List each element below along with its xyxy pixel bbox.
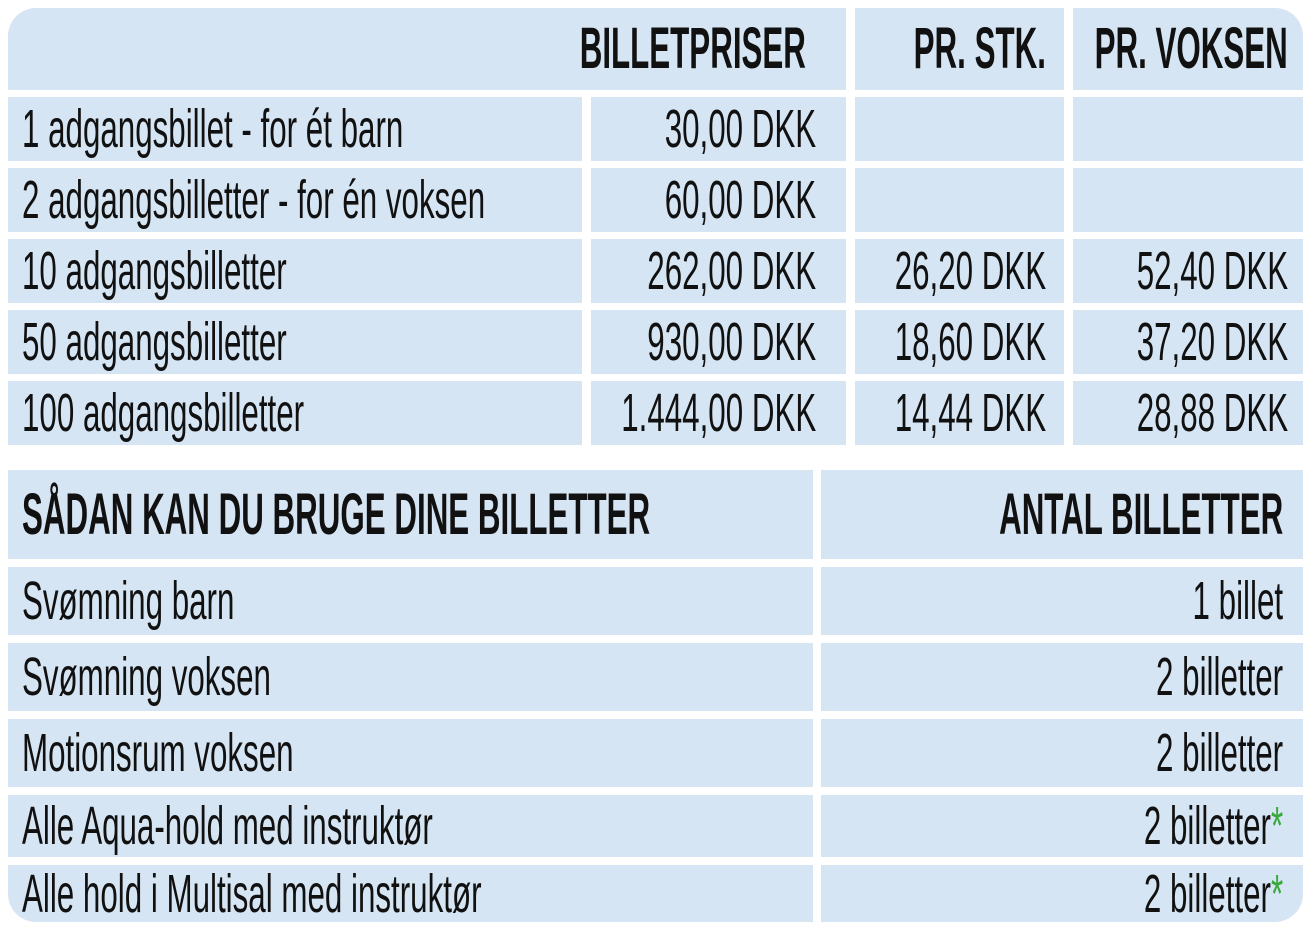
price-value: 1.444,00 DKK <box>620 383 816 443</box>
per-stk-cell <box>855 97 1064 161</box>
usage-row-label-cell: Svømning barn <box>8 567 813 635</box>
footnote-asterisk: * <box>1270 865 1283 922</box>
per-voksen-value: 37,20 DKK <box>1136 312 1288 372</box>
ticket-count-value: 2 billetter* <box>1143 796 1283 856</box>
per-voksen-value: 28,88 DKK <box>1136 383 1288 443</box>
price-value: 930,00 DKK <box>647 312 816 372</box>
footnote-asterisk: * <box>1270 796 1283 856</box>
table-row-label-cell: 2 adgangsbilletter - for én voksen <box>8 168 582 232</box>
per-voksen-cell <box>1073 97 1303 161</box>
usage-row-label: Svømning voksen <box>22 647 271 707</box>
per-stk-cell: 26,20 DKK <box>855 239 1064 303</box>
usage-header-title: SÅDAN KAN DU BRUGE DINE BILLETTER <box>22 481 651 547</box>
usage-row-label-cell: Alle Aqua-hold med instruktør <box>8 795 813 857</box>
ticket-count-value: 2 billetter <box>1155 723 1283 783</box>
pricing-header-per-voksen: PR. VOKSEN <box>1094 16 1288 81</box>
usage-header-count-cell: ANTAL BILLETTER <box>821 470 1303 559</box>
usage-row-label-cell: Motionsrum voksen <box>8 719 813 787</box>
usage-row-label: Alle hold i Multisal med instruktør <box>22 865 482 922</box>
price-value: 262,00 DKK <box>647 241 816 301</box>
ticket-count-cell: 2 billetter* <box>821 795 1303 857</box>
price-cell: 262,00 DKK <box>591 239 846 303</box>
table-row-label-cell: 100 adgangsbilletter <box>8 381 582 445</box>
tickets-pricing-sheet: BILLETPRISER PR. STK. PR. VOKSEN 1 adgan… <box>8 8 1303 922</box>
usage-row-label-cell: Alle hold i Multisal med instruktør <box>8 865 813 922</box>
row-label: 2 adgangsbilletter - for én voksen <box>22 170 486 230</box>
per-voksen-cell: 28,88 DKK <box>1073 381 1303 445</box>
ticket-count-cell: 2 billetter* <box>821 865 1303 922</box>
per-stk-value: 26,20 DKK <box>894 241 1046 301</box>
price-cell: 60,00 DKK <box>591 168 846 232</box>
ticket-count-cell: 1 billet <box>821 567 1303 635</box>
usage-row-label: Alle Aqua-hold med instruktør <box>22 796 433 856</box>
price-cell: 930,00 DKK <box>591 310 846 374</box>
pricing-header-per-stk-cell: PR. STK. <box>855 8 1064 90</box>
per-voksen-cell: 52,40 DKK <box>1073 239 1303 303</box>
row-label: 10 adgangsbilletter <box>22 241 287 301</box>
usage-header-count-title: ANTAL BILLETTER <box>998 481 1283 547</box>
ticket-count-value: 2 billetter* <box>1143 865 1283 922</box>
table-row-label-cell: 1 adgangsbillet - for ét barn <box>8 97 582 161</box>
usage-row-label: Svømning barn <box>22 571 235 631</box>
ticket-count-cell: 2 billetter <box>821 643 1303 711</box>
price-cell: 1.444,00 DKK <box>591 381 846 445</box>
ticket-count-value: 2 billetter <box>1155 647 1283 707</box>
row-label: 100 adgangsbilletter <box>22 383 305 443</box>
table-separator <box>8 445 1303 470</box>
per-stk-value: 18,60 DKK <box>894 312 1046 372</box>
table-row-label-cell: 50 adgangsbilletter <box>8 310 582 374</box>
table-row-label-cell: 10 adgangsbilletter <box>8 239 582 303</box>
pricing-header-per-stk: PR. STK. <box>913 16 1046 81</box>
price-cell: 30,00 DKK <box>591 97 846 161</box>
per-stk-cell <box>855 168 1064 232</box>
pricing-header-title: BILLETPRISER <box>579 16 806 81</box>
usage-row-label: Motionsrum voksen <box>22 723 294 783</box>
row-label: 50 adgangsbilletter <box>22 312 287 372</box>
pricing-header-title-cell: BILLETPRISER <box>8 8 846 90</box>
price-value: 60,00 DKK <box>664 170 816 230</box>
per-voksen-value: 52,40 DKK <box>1136 241 1288 301</box>
ticket-count-value: 1 billet <box>1192 571 1283 631</box>
pricing-header-per-voksen-cell: PR. VOKSEN <box>1073 8 1303 90</box>
ticket-count-cell: 2 billetter <box>821 719 1303 787</box>
price-value: 30,00 DKK <box>664 99 816 159</box>
usage-header-title-cell: SÅDAN KAN DU BRUGE DINE BILLETTER <box>8 470 813 559</box>
usage-row-label-cell: Svømning voksen <box>8 643 813 711</box>
per-stk-value: 14,44 DKK <box>894 383 1046 443</box>
per-stk-cell: 18,60 DKK <box>855 310 1064 374</box>
pricing-table: BILLETPRISER PR. STK. PR. VOKSEN 1 adgan… <box>8 8 1303 445</box>
per-voksen-cell <box>1073 168 1303 232</box>
per-voksen-cell: 37,20 DKK <box>1073 310 1303 374</box>
row-label: 1 adgangsbillet - for ét barn <box>22 99 404 159</box>
usage-table: SÅDAN KAN DU BRUGE DINE BILLETTER ANTAL … <box>8 470 1303 922</box>
per-stk-cell: 14,44 DKK <box>855 381 1064 445</box>
